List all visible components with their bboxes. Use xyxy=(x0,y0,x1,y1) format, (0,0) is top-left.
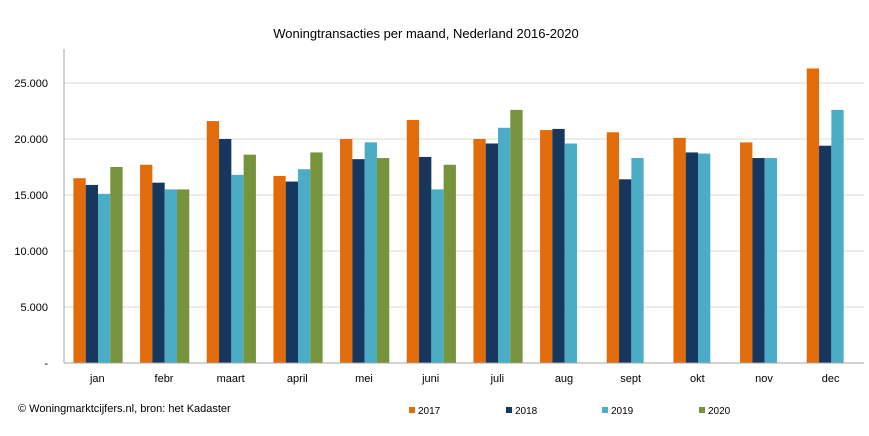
axes xyxy=(63,49,864,364)
bar-2019-sept xyxy=(631,158,644,363)
y-tick-label: 10.000 xyxy=(14,246,48,258)
bar-2017-maart xyxy=(206,121,220,363)
bar-2017-april xyxy=(273,175,286,363)
bar-2019-mei xyxy=(364,142,377,363)
x-axis-category-labels: jan febr maart april mei juni juli aug sept okt no… xyxy=(89,373,840,385)
bar-2018-juli xyxy=(485,143,498,363)
bar-2019-jan xyxy=(98,193,111,363)
y-tick-label: 20.000 xyxy=(14,134,48,146)
legend-label-2017: 2017 xyxy=(418,406,441,417)
source-note: © Woningmarktcijfers.nl, bron: het Kadas… xyxy=(18,403,231,415)
bar-2020-maart xyxy=(243,154,256,363)
bar-2019-juli xyxy=(498,127,511,363)
legend-swatch-2019 xyxy=(602,407,608,413)
bar-2017-mei xyxy=(340,139,353,363)
bar-2019-april xyxy=(298,169,311,363)
y-tick-label: 5.000 xyxy=(20,302,48,314)
bars xyxy=(73,68,844,364)
bar-2018-jan xyxy=(85,184,98,363)
legend-label-2019: 2019 xyxy=(611,406,634,417)
y-tick-label: 15.000 xyxy=(14,190,48,202)
x-tick-label: sept xyxy=(620,373,641,385)
bar-2018-sept xyxy=(619,179,632,363)
x-tick-label: jan xyxy=(89,373,105,385)
bar-2019-nov xyxy=(764,158,777,363)
bar-2020-juni xyxy=(443,164,456,363)
bar-2020-mei xyxy=(376,158,390,363)
legend: 2017 2018 2019 2020 xyxy=(409,406,731,417)
chart-title: Woningtransacties per maand, Nederland 2… xyxy=(273,26,578,41)
bar-2017-dec xyxy=(806,68,820,363)
bar-2018-dec xyxy=(819,145,832,363)
x-tick-label: aug xyxy=(555,373,573,385)
x-tick-label: april xyxy=(287,373,308,385)
legend-swatch-2018 xyxy=(506,407,512,413)
bar-2017-okt xyxy=(673,137,686,363)
bar-2017-febr xyxy=(140,164,153,363)
y-tick-label: 25.000 xyxy=(14,78,48,90)
bar-2020-jan xyxy=(110,167,123,363)
x-tick-label: mei xyxy=(355,373,373,385)
bar-2018-nov xyxy=(752,158,765,363)
bar-2018-maart xyxy=(219,139,232,363)
bar-2017-sept xyxy=(606,132,620,363)
bar-2020-juli xyxy=(510,109,523,363)
y-axis-tick-labels: - 5.000 10.000 15.000 20.000 25.000 xyxy=(14,78,48,370)
legend-label-2018: 2018 xyxy=(515,406,538,417)
x-tick-label: juli xyxy=(490,373,504,385)
bar-2019-dec xyxy=(831,109,844,363)
x-tick-label: dec xyxy=(822,373,840,385)
y-tick-label: - xyxy=(44,358,48,370)
bar-2020-febr xyxy=(176,189,190,363)
bar-2019-aug xyxy=(564,143,577,363)
bar-2019-okt xyxy=(698,153,711,363)
bar-2019-maart xyxy=(231,174,244,363)
bar-2018-okt xyxy=(685,152,698,363)
x-tick-label: nov xyxy=(755,373,773,385)
bar-2018-mei xyxy=(352,159,365,363)
bar-2017-jan xyxy=(73,178,86,363)
x-tick-label: maart xyxy=(217,373,245,385)
bar-2018-april xyxy=(285,181,298,363)
bar-2017-aug xyxy=(540,130,553,363)
legend-swatch-2020 xyxy=(699,407,705,413)
x-tick-label: febr xyxy=(155,373,174,385)
bar-2020-april xyxy=(310,152,323,363)
legend-swatch-2017 xyxy=(409,407,415,413)
legend-label-2020: 2020 xyxy=(708,406,731,417)
bar-2017-juli xyxy=(473,139,486,363)
x-tick-label: okt xyxy=(690,373,705,385)
bar-2019-febr xyxy=(164,189,177,363)
bar-2017-nov xyxy=(740,142,753,363)
bar-2018-juni xyxy=(419,156,432,363)
x-tick-label: juni xyxy=(421,373,439,385)
gridlines xyxy=(64,82,864,308)
bar-2018-febr xyxy=(152,182,165,363)
bar-2018-aug xyxy=(552,128,565,363)
bar-2017-juni xyxy=(406,119,420,364)
bar-2019-juni xyxy=(431,189,444,363)
